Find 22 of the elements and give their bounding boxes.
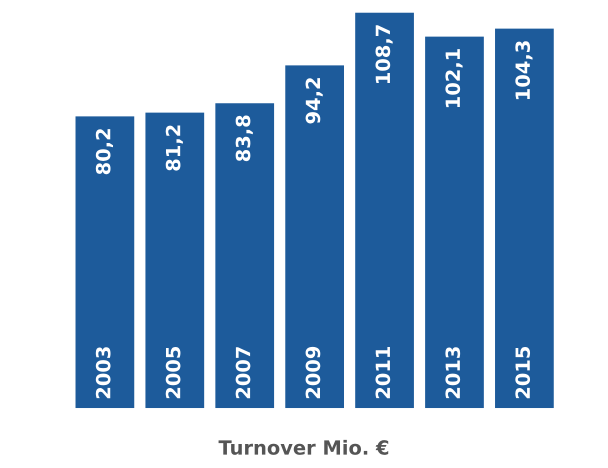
bar: [425, 36, 484, 408]
x-tick-label: 2011: [375, 346, 390, 398]
data-label: 83,8: [236, 116, 253, 162]
x-tick-label: 2005: [166, 347, 180, 398]
data-label: 80,2: [96, 129, 114, 174]
bar: [285, 65, 344, 408]
x-tick-label: 2009: [306, 346, 320, 398]
data-label: 108,7: [375, 25, 393, 84]
x-tick-label: 2007: [236, 347, 250, 398]
data-label: 102,1: [445, 49, 463, 108]
data-label: 104,3: [515, 41, 533, 100]
data-label: 94,2: [306, 78, 323, 124]
data-label: 81,2: [166, 125, 183, 171]
x-tick-label: 2015: [515, 347, 530, 398]
text: Turnover Mio. €: [218, 440, 388, 455]
bar: [215, 103, 274, 408]
bar: [495, 28, 554, 408]
bar: [145, 112, 204, 408]
bar: [355, 12, 414, 408]
x-tick-label: 2013: [445, 347, 460, 398]
x-tick-label: 2003: [96, 347, 111, 398]
bar: [76, 116, 134, 408]
